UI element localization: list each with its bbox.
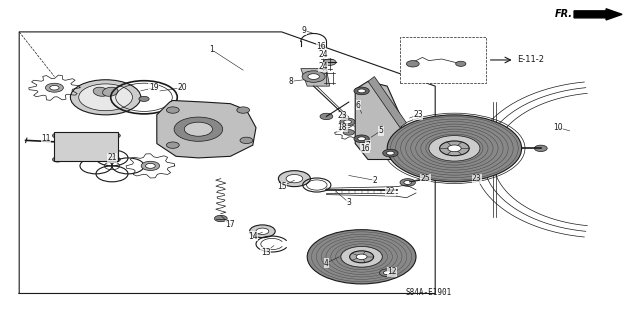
Text: 22: 22 — [386, 187, 395, 196]
Polygon shape — [368, 77, 406, 128]
Circle shape — [70, 139, 102, 155]
Circle shape — [400, 179, 415, 186]
Circle shape — [344, 120, 351, 124]
Circle shape — [456, 61, 466, 66]
Text: 14: 14 — [248, 232, 258, 241]
Circle shape — [214, 215, 227, 222]
Circle shape — [448, 145, 461, 152]
Bar — [400, 37, 486, 83]
Circle shape — [308, 74, 319, 79]
Text: 3: 3 — [346, 198, 351, 207]
Circle shape — [139, 96, 149, 101]
Circle shape — [340, 118, 355, 126]
Text: 24: 24 — [318, 63, 328, 71]
Circle shape — [469, 172, 484, 179]
Circle shape — [286, 174, 303, 183]
Text: 6: 6 — [356, 101, 361, 110]
Circle shape — [534, 145, 547, 152]
Circle shape — [323, 59, 336, 65]
Circle shape — [307, 230, 416, 284]
Circle shape — [429, 136, 480, 161]
Text: 2: 2 — [372, 176, 377, 185]
Polygon shape — [355, 81, 403, 160]
Circle shape — [184, 122, 212, 136]
Text: S84A-E1901: S84A-E1901 — [406, 288, 452, 297]
Ellipse shape — [93, 87, 109, 96]
Circle shape — [166, 107, 179, 113]
Circle shape — [78, 143, 95, 151]
Polygon shape — [157, 100, 256, 158]
Circle shape — [473, 174, 481, 177]
Text: 11: 11 — [42, 134, 51, 143]
Text: 24: 24 — [318, 50, 328, 59]
Ellipse shape — [102, 87, 118, 96]
Circle shape — [320, 113, 333, 120]
Text: 16: 16 — [360, 144, 370, 153]
Text: 17: 17 — [225, 220, 236, 229]
FancyArrow shape — [574, 9, 622, 20]
Bar — [54, 132, 118, 161]
Circle shape — [45, 83, 63, 92]
Text: 15: 15 — [276, 182, 287, 191]
Polygon shape — [301, 69, 330, 86]
Circle shape — [387, 151, 394, 155]
Circle shape — [440, 141, 469, 156]
Circle shape — [383, 271, 391, 275]
Circle shape — [166, 142, 179, 148]
Circle shape — [354, 135, 369, 143]
Circle shape — [406, 61, 419, 67]
Text: 23: 23 — [337, 111, 348, 120]
Circle shape — [404, 181, 412, 184]
Circle shape — [174, 117, 223, 141]
Text: 25: 25 — [420, 174, 431, 183]
Circle shape — [302, 71, 325, 82]
Text: 8: 8 — [289, 77, 294, 86]
Circle shape — [52, 133, 63, 138]
Text: 21: 21 — [108, 153, 116, 162]
Circle shape — [110, 157, 120, 162]
Circle shape — [52, 157, 63, 162]
Circle shape — [341, 247, 382, 267]
Circle shape — [110, 133, 120, 138]
Text: 19: 19 — [148, 83, 159, 92]
Circle shape — [387, 115, 522, 182]
Text: E-11-2: E-11-2 — [517, 56, 544, 64]
Circle shape — [354, 87, 369, 95]
Text: 4: 4 — [324, 259, 329, 268]
Circle shape — [145, 163, 156, 168]
Circle shape — [358, 137, 365, 141]
Text: 5: 5 — [378, 126, 383, 135]
Circle shape — [70, 80, 141, 115]
Circle shape — [383, 149, 398, 157]
Circle shape — [240, 137, 253, 144]
Circle shape — [358, 89, 365, 93]
Text: 7: 7 — [365, 141, 371, 150]
Text: 1: 1 — [209, 45, 214, 54]
Circle shape — [79, 84, 132, 111]
Circle shape — [250, 225, 275, 238]
Circle shape — [380, 269, 395, 277]
Text: 23: 23 — [472, 174, 482, 183]
Text: 20: 20 — [177, 83, 188, 92]
Text: FR.: FR. — [555, 9, 573, 19]
Text: 9: 9 — [301, 26, 307, 35]
Circle shape — [141, 161, 159, 170]
Text: 16: 16 — [316, 42, 326, 51]
Circle shape — [237, 107, 250, 113]
Circle shape — [343, 130, 355, 135]
Circle shape — [356, 254, 367, 260]
Circle shape — [349, 251, 374, 263]
Text: 10: 10 — [553, 123, 563, 132]
Text: 18: 18 — [338, 123, 347, 132]
Circle shape — [278, 171, 310, 187]
Text: 12: 12 — [388, 267, 397, 276]
Text: 13: 13 — [260, 248, 271, 256]
Text: 23: 23 — [413, 110, 423, 119]
Circle shape — [256, 228, 269, 234]
Circle shape — [50, 85, 59, 90]
